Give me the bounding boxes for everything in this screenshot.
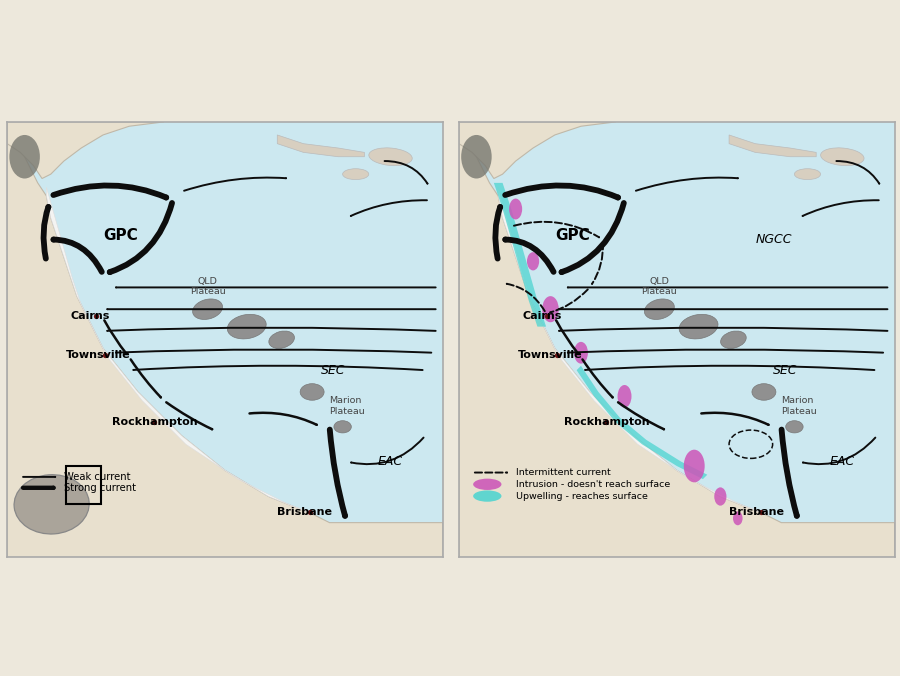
Ellipse shape (786, 420, 803, 433)
Text: Marion
Plateau: Marion Plateau (781, 396, 817, 416)
Text: Brisbane: Brisbane (729, 507, 784, 516)
Ellipse shape (574, 342, 588, 364)
FancyArrowPatch shape (701, 413, 769, 425)
Ellipse shape (9, 135, 40, 178)
FancyArrowPatch shape (568, 349, 883, 353)
FancyArrowPatch shape (351, 437, 424, 464)
Ellipse shape (509, 199, 522, 220)
FancyArrowPatch shape (505, 185, 618, 197)
Polygon shape (459, 122, 895, 558)
Ellipse shape (193, 299, 222, 320)
Ellipse shape (461, 135, 491, 178)
Text: Cairns: Cairns (522, 311, 562, 320)
Ellipse shape (684, 450, 705, 483)
Ellipse shape (269, 331, 294, 348)
FancyArrowPatch shape (550, 289, 588, 312)
Text: Rockhampton: Rockhampton (112, 418, 197, 427)
Polygon shape (729, 135, 816, 157)
FancyArrowPatch shape (249, 413, 317, 425)
Text: Townsville: Townsville (518, 350, 582, 360)
FancyArrowPatch shape (329, 429, 345, 516)
FancyArrowPatch shape (556, 320, 578, 354)
Polygon shape (494, 183, 546, 327)
Polygon shape (577, 366, 707, 479)
FancyArrowPatch shape (507, 284, 544, 311)
Ellipse shape (733, 511, 742, 525)
Text: NGCC: NGCC (755, 233, 792, 246)
FancyArrowPatch shape (592, 242, 603, 284)
Text: Intrusion - doesn't reach surface: Intrusion - doesn't reach surface (516, 480, 670, 489)
Text: SEC: SEC (772, 364, 797, 377)
FancyArrowPatch shape (636, 178, 738, 191)
FancyArrowPatch shape (133, 366, 423, 370)
FancyArrowPatch shape (166, 402, 212, 429)
Text: Brisbane: Brisbane (277, 507, 332, 516)
FancyArrowPatch shape (495, 207, 500, 258)
Ellipse shape (715, 487, 726, 506)
Ellipse shape (795, 169, 821, 180)
Ellipse shape (334, 420, 351, 433)
FancyArrowPatch shape (559, 328, 887, 331)
Text: EAC: EAC (377, 455, 402, 468)
Ellipse shape (644, 299, 674, 320)
Ellipse shape (228, 314, 266, 339)
FancyArrowPatch shape (351, 200, 427, 216)
FancyArrowPatch shape (803, 200, 878, 216)
Ellipse shape (527, 252, 539, 270)
FancyArrowPatch shape (43, 207, 49, 258)
Text: Cairns: Cairns (70, 311, 110, 320)
Text: EAC: EAC (829, 455, 854, 468)
FancyArrowPatch shape (781, 429, 797, 516)
FancyArrowPatch shape (107, 328, 436, 331)
FancyArrowPatch shape (53, 185, 166, 197)
Polygon shape (47, 187, 317, 514)
FancyArrowPatch shape (582, 360, 613, 397)
Text: Intermittent current: Intermittent current (516, 468, 610, 477)
FancyArrowPatch shape (384, 161, 428, 184)
Text: GPC: GPC (555, 228, 590, 243)
Ellipse shape (473, 490, 501, 502)
Text: Weak current: Weak current (64, 472, 130, 482)
Text: QLD
Plateau: QLD Plateau (642, 276, 678, 296)
Ellipse shape (369, 148, 412, 166)
FancyArrowPatch shape (514, 222, 599, 237)
Ellipse shape (617, 385, 632, 408)
FancyArrowPatch shape (116, 349, 431, 353)
Text: Townsville: Townsville (66, 350, 130, 360)
Polygon shape (7, 122, 164, 178)
Ellipse shape (721, 331, 746, 348)
Polygon shape (499, 187, 769, 514)
Ellipse shape (473, 479, 501, 490)
Text: Rockhampton: Rockhampton (563, 418, 649, 427)
Ellipse shape (343, 169, 369, 180)
Text: Strong current: Strong current (64, 483, 136, 493)
FancyArrowPatch shape (803, 437, 876, 464)
Text: GPC: GPC (104, 228, 138, 243)
FancyArrowPatch shape (130, 360, 161, 397)
Ellipse shape (752, 384, 776, 400)
Ellipse shape (680, 314, 718, 339)
Text: SEC: SEC (320, 364, 346, 377)
FancyArrowPatch shape (585, 366, 875, 370)
FancyArrowPatch shape (53, 239, 102, 272)
FancyArrowPatch shape (505, 239, 554, 272)
Text: Upwelling - reaches surface: Upwelling - reaches surface (516, 491, 647, 500)
Polygon shape (459, 122, 616, 178)
Text: QLD
Plateau: QLD Plateau (190, 276, 226, 296)
FancyArrowPatch shape (104, 320, 126, 354)
Polygon shape (7, 122, 443, 558)
FancyArrowPatch shape (562, 203, 624, 272)
Text: Marion
Plateau: Marion Plateau (329, 396, 365, 416)
FancyArrowPatch shape (836, 161, 879, 184)
Ellipse shape (821, 148, 864, 166)
Ellipse shape (300, 384, 324, 400)
Polygon shape (277, 135, 364, 157)
FancyArrowPatch shape (618, 402, 664, 429)
FancyArrowPatch shape (110, 203, 172, 272)
FancyArrowPatch shape (184, 178, 286, 191)
Ellipse shape (542, 296, 559, 322)
